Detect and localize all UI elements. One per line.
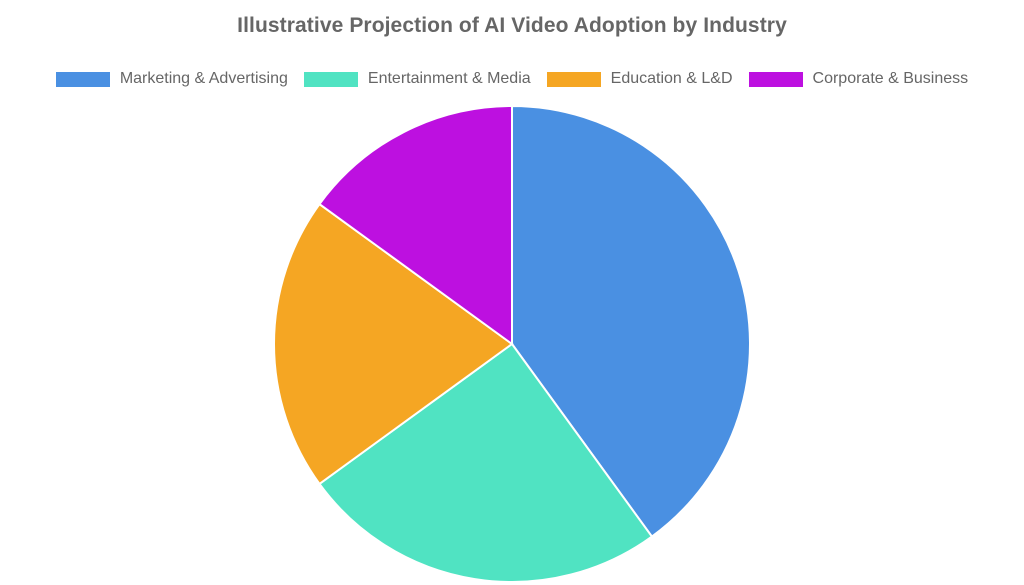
- legend-item-corporate[interactable]: Corporate & Business: [748, 70, 969, 88]
- legend: Marketing & Advertising Entertainment & …: [0, 70, 1024, 88]
- legend-label-education: Education & L&D: [610, 70, 733, 87]
- legend-swatch-education: [546, 71, 601, 87]
- legend-swatch-marketing: [55, 71, 110, 87]
- legend-item-marketing[interactable]: Marketing & Advertising: [55, 70, 288, 88]
- legend-label-marketing: Marketing & Advertising: [119, 70, 288, 87]
- legend-label-entertainment: Entertainment & Media: [367, 70, 531, 87]
- legend-swatch-entertainment: [303, 71, 358, 87]
- legend-item-education[interactable]: Education & L&D: [546, 70, 733, 88]
- pie-slice-entertainment[interactable]: [318, 342, 654, 583]
- legend-label-corporate: Corporate & Business: [812, 70, 969, 87]
- pie-slices: [273, 104, 751, 583]
- pie-slice-marketing[interactable]: [511, 104, 751, 538]
- pie-slice-education[interactable]: [273, 202, 514, 486]
- legend-swatch-corporate: [748, 71, 803, 87]
- pie-slice-corporate[interactable]: [318, 104, 513, 346]
- legend-item-entertainment[interactable]: Entertainment & Media: [303, 70, 531, 88]
- chart-title: Illustrative Projection of AI Video Adop…: [237, 14, 787, 37]
